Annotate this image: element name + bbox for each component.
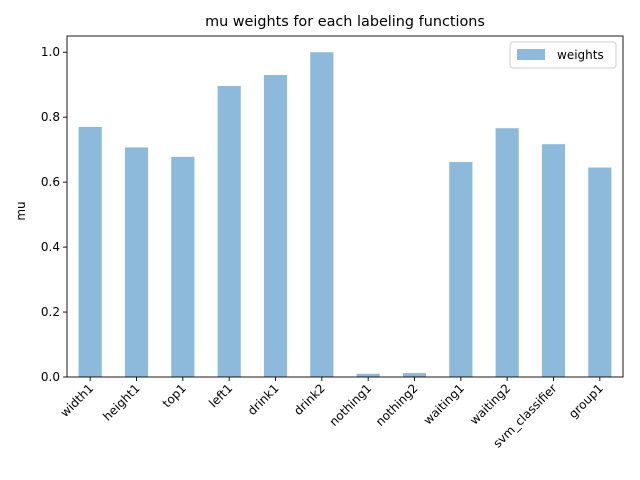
y-tick-label: 1.0 [41, 45, 60, 59]
y-tick-label: 0.4 [41, 240, 60, 254]
y-axis: 0.0 0.2 0.4 0.6 0.8 1.0 [41, 45, 67, 384]
x-tick-label: nothing1 [327, 381, 375, 429]
x-axis: width1 height1 top1 left1 drink1 drink2nothin… [58, 377, 606, 451]
y-tick-label: 0.2 [41, 305, 60, 319]
x-tick-label: drink2 [291, 381, 328, 418]
x-tick-label: width1 [58, 381, 97, 420]
y-tick-label: 0.6 [41, 175, 60, 189]
x-tick-label: height1 [100, 381, 142, 423]
x-tick-label: drink1 [245, 381, 282, 418]
bar-nothing1 [356, 373, 380, 377]
bar-height1 [124, 147, 149, 377]
bar-width1 [78, 126, 102, 378]
bar-nothing2 [402, 373, 427, 377]
legend-label: weights [557, 48, 604, 62]
x-tick-label: top1 [160, 381, 189, 410]
bar-drink1 [263, 74, 288, 377]
x-tick-label: nothing2 [373, 381, 421, 429]
x-tick-label: waiting1 [421, 381, 467, 427]
bar-group1 [588, 167, 612, 377]
bar-top1 [171, 156, 195, 377]
y-tick-label: 0.0 [41, 370, 60, 384]
bar-waiting2 [495, 128, 519, 377]
legend: weights [509, 41, 617, 69]
bars-group [78, 52, 612, 378]
chart-title: mu weights for each labeling functions [205, 14, 485, 30]
bar-waiting1 [449, 162, 473, 377]
bar-drink2 [310, 52, 334, 378]
x-tick-label: left1 [206, 381, 235, 410]
x-tick-label: waiting2 [467, 381, 513, 427]
y-axis-label: mu [14, 201, 28, 220]
legend-box [509, 41, 617, 69]
plot-frame [66, 35, 624, 378]
bar-left1 [217, 86, 241, 377]
bar-svm_classifier [541, 144, 566, 377]
y-tick-label: 0.8 [41, 110, 60, 124]
x-tick-label: group1 [566, 381, 606, 421]
legend-swatch [517, 49, 545, 60]
